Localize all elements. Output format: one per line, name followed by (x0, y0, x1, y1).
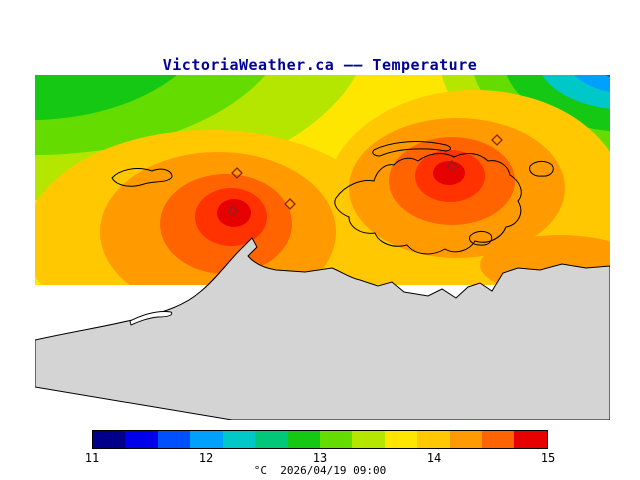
band-nw-green (35, 75, 177, 120)
colorbar-segment (319, 431, 353, 448)
colorbar-segment (93, 431, 126, 448)
colorbar-segment (190, 431, 223, 448)
island-coastlines (111, 141, 554, 255)
coast-hook (129, 311, 173, 326)
island-small-east (529, 160, 554, 177)
colorbar-segment (449, 431, 483, 448)
band-east-red-core (433, 161, 465, 185)
island-small-south (469, 230, 493, 246)
station-marker (227, 205, 239, 217)
colorbar-segment (157, 431, 191, 448)
temperature-map (35, 75, 610, 420)
island-main-victoria (334, 153, 522, 255)
colorbar-tick-label: 15 (540, 451, 556, 465)
station-markers (227, 134, 503, 217)
colorbar-segment (384, 431, 418, 448)
station-marker (446, 160, 458, 172)
colorbar-segment (255, 431, 288, 448)
colorbar-segment (125, 431, 158, 448)
map-title: VictoriaWeather.ca —— Temperature (162, 56, 478, 74)
temperature-field (35, 75, 610, 285)
colorbar-segment (514, 431, 547, 448)
colorbar-tick-label: 11 (84, 451, 100, 465)
station-marker (491, 134, 503, 146)
colorbar-tick-label: 13 (312, 451, 328, 465)
colorbar-segment (222, 431, 256, 448)
colorbar (92, 430, 548, 449)
station-marker (231, 167, 243, 179)
colorbar-tick-label: 14 (426, 451, 442, 465)
band-ne-blue (604, 75, 610, 78)
station-marker (284, 198, 296, 210)
colorbar-segment (417, 431, 450, 448)
island-west-islet (111, 168, 173, 187)
island-thin-north (372, 141, 451, 157)
band-west-red-core (217, 199, 251, 227)
colorbar-tick-label: 12 (198, 451, 214, 465)
units-timestamp-caption: °C 2026/04/19 09:00 (253, 464, 387, 477)
colorbar-segment (482, 431, 515, 448)
band-ne-lightblue (574, 75, 610, 93)
colorbar-segment (352, 431, 385, 448)
colorbar-segment (287, 431, 320, 448)
